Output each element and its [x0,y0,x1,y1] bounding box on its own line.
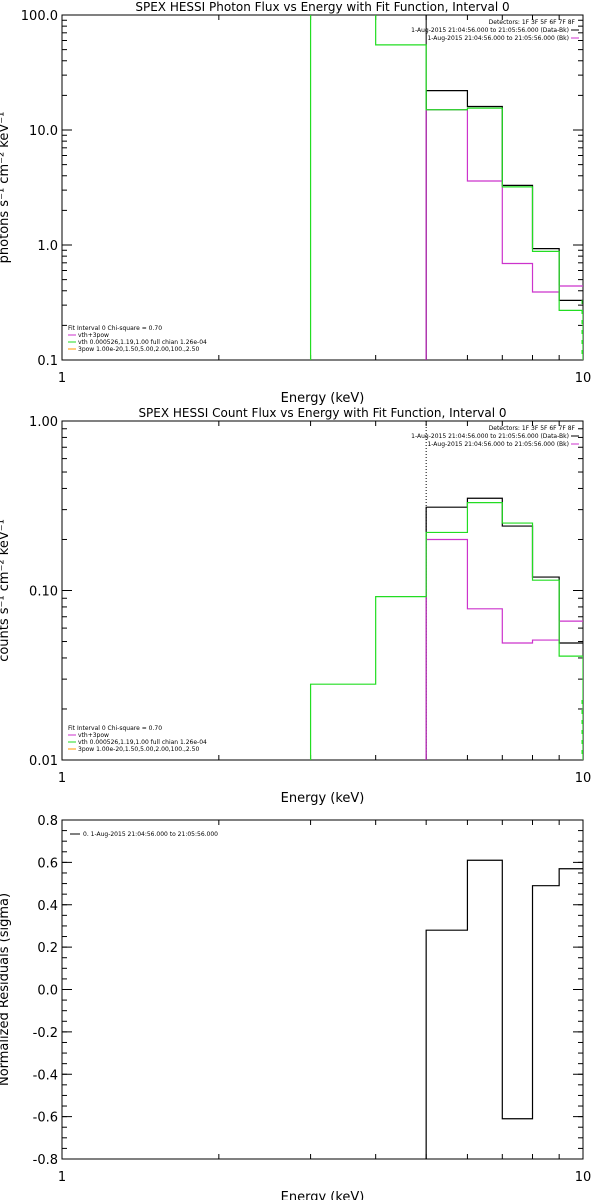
chart-panel-2: SPEX HESSI Count Flux vs Energy with Fit… [0,406,591,806]
y-tick-label: -0.6 [33,1111,58,1126]
y-axis-label: Normalized Residuals (sigma) [0,893,12,1086]
y-tick-label: 0.01 [29,754,58,769]
y-tick-label: 0.10 [29,585,58,600]
y-tick-label: 1.00 [29,415,58,430]
legend-entry: vth+3pow [78,732,109,739]
time-range-label: 1-Aug-2015 21:04:56.000 to 21:05:56.000 … [411,433,569,440]
time-range-label: 1-Aug-2015 21:04:56.000 to 21:05:56.000 … [427,441,569,448]
y-tick-label: 0.4 [37,899,58,914]
chart-title: SPEX HESSI Count Flux vs Energy with Fit… [138,406,506,420]
legend-entry: vth 0.000526,1.19,1.00 full chian 1.26e-… [78,739,207,746]
legend-entry: 0. 1-Aug-2015 21:04:56.000 to 21:05:56.0… [83,831,218,838]
y-tick-label: 0.1 [37,354,58,369]
y-tick-label: 10.0 [29,124,58,139]
legend-entry: 3pow 1.00e-20,1.50,5.00,2.00,100.,2.50 [78,746,199,753]
chart-title: SPEX HESSI Photon Flux vs Energy with Fi… [135,0,509,14]
legend-entry: 3pow 1.00e-20,1.50,5.00,2.00,100.,2.50 [78,346,199,353]
y-tick-label: -0.8 [33,1153,58,1168]
x-axis-label: Energy (keV) [281,391,365,406]
y-tick-label: 0.8 [37,814,58,829]
legend-header: Fit Interval 0 Chi-square = 0.70 [68,725,162,732]
legend-header: Fit Interval 0 Chi-square = 0.70 [68,325,162,332]
x-tick-label: 1 [58,771,66,786]
y-tick-label: -0.4 [33,1068,58,1083]
y-tick-label: 0.6 [37,856,58,871]
chart-panel-3: 1 10 Energy (keV) -0.8 -0.6 -0.4 -0.2 0.0 0.2 0.4… [0,814,591,1200]
series-line-1 [425,90,583,360]
detectors-label: Detectors: 1F 3F 5F 6F 7F 8F [489,19,576,26]
plot-frame [61,14,584,361]
series-line-1 [425,859,583,1159]
data-area [425,859,583,1159]
plot-frame [61,420,584,761]
detectors-label: Detectors: 1F 3F 5F 6F 7F 8F [489,425,576,432]
legend-entry: vth+3pow [78,332,109,339]
y-tick-label: 1.0 [37,239,58,254]
x-axis-label: Energy (keV) [281,1190,365,1200]
x-tick-label: 1 [58,1170,66,1185]
y-tick-label: 0.0 [37,984,58,999]
chart-panel-1: SPEX HESSI Photon Flux vs Energy with Fi… [0,0,591,406]
time-range-label: 1-Aug-2015 21:04:56.000 to 21:05:56.000 … [411,27,569,34]
x-tick-label: 1 [58,371,66,386]
series-line-2 [425,109,583,360]
y-tick-label: 100.0 [21,9,58,24]
legend-entry: vth 0.000526,1.19,1.00 full chian 1.26e-… [78,339,207,346]
series-line-3 [309,15,583,360]
x-tick-label: 10 [575,771,592,786]
data-area [309,421,583,760]
y-tick-label: 0.2 [37,941,58,956]
y-axis-label: counts s⁻¹ cm⁻² keV⁻¹ [0,519,12,662]
plot-frame [61,819,584,1160]
y-tick-label: -0.2 [33,1026,58,1041]
y-axis-label: photons s⁻¹ cm⁻² keV⁻¹ [0,112,12,264]
series-line-3 [309,502,583,760]
data-area [309,15,583,360]
time-range-label: 1-Aug-2015 21:04:56.000 to 21:05:56.000 … [427,35,569,42]
x-axis-label: Energy (keV) [281,791,365,806]
x-tick-label: 10 [575,371,592,386]
x-tick-label: 10 [575,1170,592,1185]
